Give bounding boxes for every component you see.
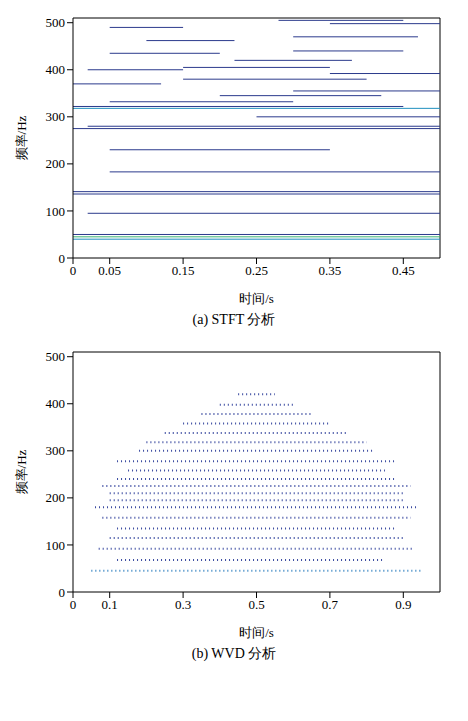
svg-text:0: 0	[59, 251, 66, 266]
svg-text:0.9: 0.9	[395, 597, 411, 612]
svg-text:0.35: 0.35	[319, 263, 342, 278]
svg-text:0.05: 0.05	[98, 263, 121, 278]
html-text:(a) STFT 分析: (a) STFT 分析	[192, 312, 276, 327]
svg-text:0.15: 0.15	[172, 263, 195, 278]
svg-text:300: 300	[46, 109, 66, 124]
svg-text:200: 200	[46, 490, 66, 505]
svg-text:频率/Hz: 频率/Hz	[14, 115, 29, 160]
svg-text:100: 100	[46, 204, 66, 219]
svg-text:100: 100	[46, 538, 66, 553]
svg-text:0.7: 0.7	[322, 597, 339, 612]
svg-text:300: 300	[46, 443, 66, 458]
svg-text:400: 400	[46, 62, 66, 77]
svg-text:时间/s: 时间/s	[239, 291, 274, 306]
svg-text:0: 0	[70, 597, 77, 612]
svg-text:0.25: 0.25	[245, 263, 268, 278]
svg-text:时间/s: 时间/s	[239, 625, 274, 640]
svg-text:0: 0	[59, 585, 66, 600]
svg-text:0: 0	[70, 263, 77, 278]
svg-text:频率/Hz: 频率/Hz	[14, 449, 29, 494]
svg-text:200: 200	[46, 156, 66, 171]
svg-text:0.45: 0.45	[392, 263, 415, 278]
svg-text:500: 500	[46, 15, 66, 30]
svg-text:0.3: 0.3	[175, 597, 191, 612]
svg-text:400: 400	[46, 396, 66, 411]
svg-text:500: 500	[46, 349, 66, 364]
svg-text:0.5: 0.5	[248, 597, 264, 612]
svg-text:0.1: 0.1	[102, 597, 118, 612]
html-text:(b) WVD 分析: (b) WVD 分析	[191, 646, 277, 661]
